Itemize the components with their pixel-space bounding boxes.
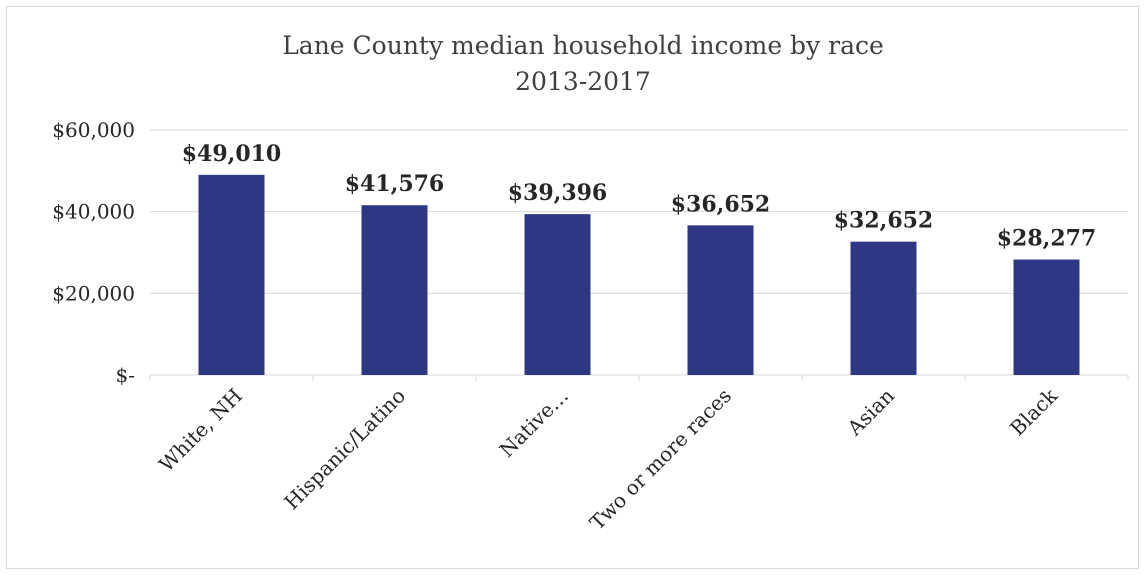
x-tick-label: Hispanic/Latino [279, 384, 410, 515]
x-axis: White, NH Hispanic/Latino Native… Two or mo… [149, 375, 1129, 535]
y-tick-label: $60,000 [52, 118, 135, 142]
y-tick-label: $- [116, 363, 135, 387]
bars [198, 174, 1080, 375]
y-axis: $- $20,000 $40,000 $60,000 [52, 118, 135, 387]
x-tick-label: White, NH [154, 384, 247, 477]
data-label: $28,277 [997, 226, 1097, 252]
gridlines [150, 129, 1128, 376]
data-label: $49,010 [182, 141, 282, 167]
chart-subtitle: 2013-2017 [515, 67, 651, 96]
x-tick-label: Black [1005, 383, 1062, 440]
bar [524, 214, 591, 375]
data-label: $32,652 [834, 208, 934, 234]
bar [1013, 259, 1080, 375]
data-labels: $49,010 $41,576 $39,396 $36,652 $32,652 $28,2… [182, 141, 1097, 252]
bar [361, 205, 428, 375]
bar [850, 241, 917, 375]
data-label: $39,396 [508, 180, 608, 206]
x-tick-label: Two or more races [585, 384, 736, 535]
chart-title: Lane County median household income by r… [282, 31, 884, 60]
data-label: $41,576 [345, 171, 445, 197]
y-tick-label: $40,000 [52, 200, 135, 224]
y-tick-label: $20,000 [52, 281, 135, 305]
x-tick-label: Native… [495, 384, 573, 462]
data-label: $36,652 [671, 191, 771, 217]
x-tick-label: Asian [842, 383, 899, 440]
bar [687, 225, 754, 375]
bar [198, 174, 265, 375]
